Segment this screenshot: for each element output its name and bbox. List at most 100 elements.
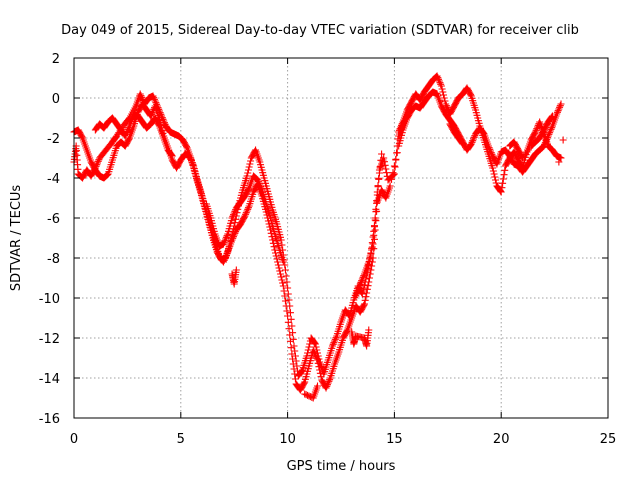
series-2-point [555,105,563,113]
series-2-point [311,351,319,359]
series-4-point [559,136,567,144]
series-2-point [230,231,238,239]
series-2-point [272,252,280,260]
series-3-point [367,249,375,257]
series-2-point [468,138,476,146]
series-1-point [499,179,507,187]
series-2-point [291,370,299,378]
y-tick-label: -12 [39,332,60,347]
series-2-point [542,137,550,145]
series-2-point [370,235,378,243]
series-1-point [231,219,239,227]
series-2-point [231,229,239,237]
series-3-point [228,214,236,222]
series-2-point [189,160,197,168]
series-1-point [441,97,449,105]
series-3-point [257,184,265,192]
series-3-point [359,273,367,281]
series-3-point [370,223,378,231]
series-1-point [440,91,448,99]
series-1-point [283,278,291,286]
series-3-point [358,275,366,283]
series-1-point [245,163,253,171]
x-tick-label: 15 [386,432,403,447]
series-3-point [403,113,411,121]
series-2-point [487,149,495,157]
series-2-point [554,107,562,115]
series-2-point [546,129,554,137]
series-1-point [496,187,504,195]
series-2-point [360,300,368,308]
series-1-point [492,176,500,184]
series-3-point [255,179,263,187]
chart-title: Day 049 of 2015, Sidereal Day-to-day VTE… [61,23,579,38]
series-1-point [311,339,319,347]
series-2-point [284,312,292,320]
series-1-point [435,77,443,85]
y-tick-label: -6 [47,212,60,227]
series-2-point [543,135,551,143]
series-3-point [155,121,163,129]
series-1-point [467,91,475,99]
series-3-point [279,258,287,266]
x-axis-label: GPS time / hours [287,459,396,474]
series-2-point [283,307,291,315]
series-1-point [244,166,252,174]
series-2-point [553,108,561,116]
y-axis-label: SDTVAR / TECUs [9,185,24,292]
series-1-point [136,90,144,98]
series-3-point [221,237,229,245]
series-1-point [305,343,313,351]
series-2-point [286,337,294,345]
series-1-point [490,170,498,178]
series-2-point [556,103,564,111]
series-1-point [500,171,508,179]
series-2-point [315,363,323,371]
series-3-point [378,150,386,158]
series-1-point [138,93,146,101]
series-2-point [485,144,493,152]
series-4-point [232,266,240,274]
series-2-point [388,175,396,183]
series-2-point [286,331,294,339]
series-2-point [309,346,317,354]
series-2-point [221,255,229,263]
series-2-point [392,155,400,163]
series-2-point [276,267,284,275]
series-3-point [372,205,380,213]
series-2-point [543,134,551,142]
series-2-point [288,350,296,358]
series-2-point [316,366,324,374]
series-2-point [277,273,285,281]
series-3-point [360,272,368,280]
series-3-point [370,231,378,239]
series-1-point [331,335,339,343]
series-1-point [95,156,103,164]
series-1-point [390,170,398,178]
series-2-point [546,127,554,135]
series-3-point [365,255,373,263]
x-tick-label: 0 [70,432,78,447]
series-1-point [160,117,168,125]
series-1-point [499,175,507,183]
series-3-point [373,197,381,205]
series-2-point [279,279,287,287]
series-3-point [222,235,230,243]
series-2-point [229,234,237,242]
series-2-point [103,171,111,179]
series-2-point [488,150,496,158]
series-1-point [532,126,540,134]
series-2-point [222,251,230,259]
series-2-point [317,373,325,381]
series-1-point [94,157,102,165]
series-2-point [229,233,237,241]
series-1-point [497,188,505,196]
series-2-point [314,359,322,367]
y-tick-label: -10 [39,292,60,307]
series-2-point [312,353,320,361]
series-4-point [555,158,563,166]
series-3-point [366,252,374,260]
series-3-point [357,278,365,286]
series-2-point [323,381,331,389]
